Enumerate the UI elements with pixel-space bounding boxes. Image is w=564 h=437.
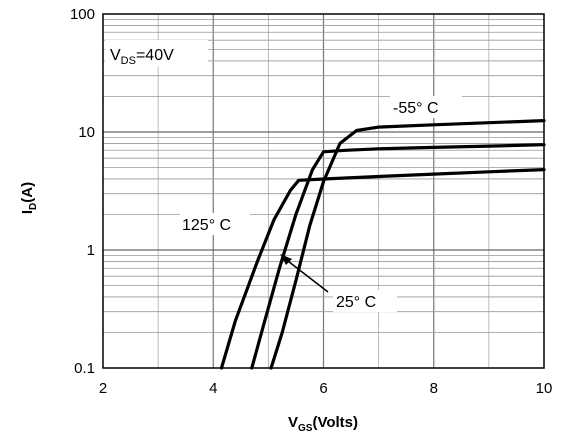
annotation-box-minus55 (390, 96, 462, 118)
annotation-arrow-head (280, 254, 292, 265)
tick-labels: 2 4 6 8 10 0.1 1 10 100 (70, 6, 552, 397)
grid (103, 14, 544, 368)
series-line-2 (219, 168, 546, 370)
curves (219, 118, 546, 370)
series-line-1 (250, 143, 546, 370)
condition-box (105, 40, 208, 67)
annotation-25: 25° C (336, 294, 376, 311)
annotation-125: 125° C (182, 217, 231, 234)
x-tick-label: 8 (430, 380, 438, 397)
series-line-0 (269, 118, 546, 370)
x-tick-label: 4 (209, 380, 217, 397)
condition-label: VDS=40V (110, 47, 174, 67)
plot-frame (102, 13, 545, 369)
x-tick-label: 6 (319, 380, 327, 397)
y-tick-label: 10 (78, 124, 95, 141)
y-tick-label: 0.1 (74, 360, 95, 377)
annotation-minus55: -55° C (393, 100, 439, 117)
x-axis-title: VGS(Volts) (288, 414, 358, 434)
y-tick-label: 100 (70, 6, 95, 23)
y-tick-label: 1 (87, 242, 95, 259)
annotation-box-25 (333, 290, 397, 312)
x-tick-label: 2 (99, 380, 107, 397)
annotation-box-125 (180, 213, 250, 235)
annotation-arrow-line (283, 257, 329, 293)
y-axis-title: ID(A) (19, 182, 39, 214)
x-tick-label: 10 (536, 380, 553, 397)
